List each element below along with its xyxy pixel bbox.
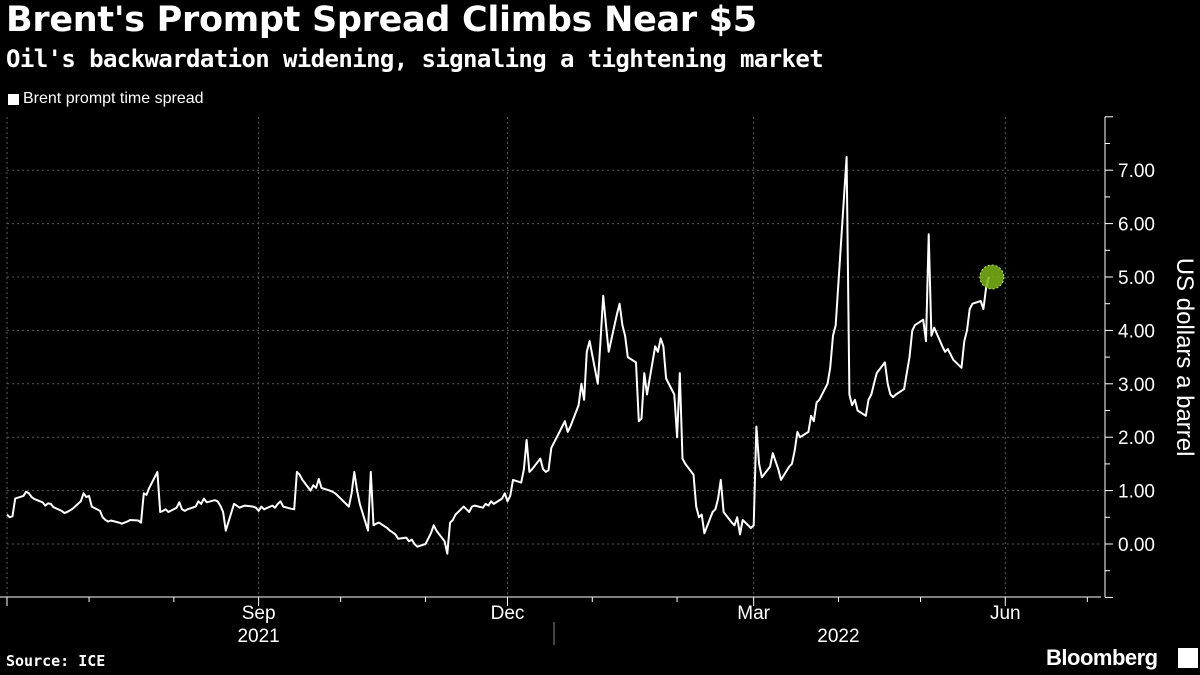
x-month-label: Dec	[491, 603, 525, 624]
y-tick-label: 1.00	[1118, 482, 1155, 503]
x-month-label: Sep	[242, 603, 276, 624]
x-month-label: Mar	[737, 603, 770, 624]
source-note: Source: ICE	[6, 652, 106, 670]
y-tick-label: 7.00	[1118, 161, 1155, 182]
legend-label: Brent prompt time spread	[23, 90, 204, 107]
highlight-marker	[979, 264, 1005, 290]
x-month-label: Jun	[990, 603, 1021, 624]
bloomberg-logo: Bloomberg	[1046, 645, 1158, 670]
chart-title: Brent's Prompt Spread Climbs Near $5	[6, 0, 757, 40]
y-tick-label: 6.00	[1118, 215, 1155, 236]
y-tick-label: 3.00	[1118, 375, 1155, 396]
y-tick-label: 5.00	[1118, 268, 1155, 289]
y-tick-label: 0.00	[1118, 535, 1155, 556]
chart-subtitle: Oil's backwardation widening, signaling …	[6, 45, 824, 73]
legend: Brent prompt time spread	[8, 90, 204, 108]
y-tick-label: 2.00	[1118, 428, 1155, 449]
x-year-label: 2021	[237, 626, 279, 647]
series-line	[6, 155, 990, 555]
y-axis-title: US dollars a barrel	[1171, 258, 1198, 457]
y-tick-label: 4.00	[1118, 321, 1155, 342]
legend-swatch	[8, 93, 19, 105]
bloomberg-logo-mark	[1178, 648, 1198, 668]
x-year-label: 2022	[817, 626, 859, 647]
